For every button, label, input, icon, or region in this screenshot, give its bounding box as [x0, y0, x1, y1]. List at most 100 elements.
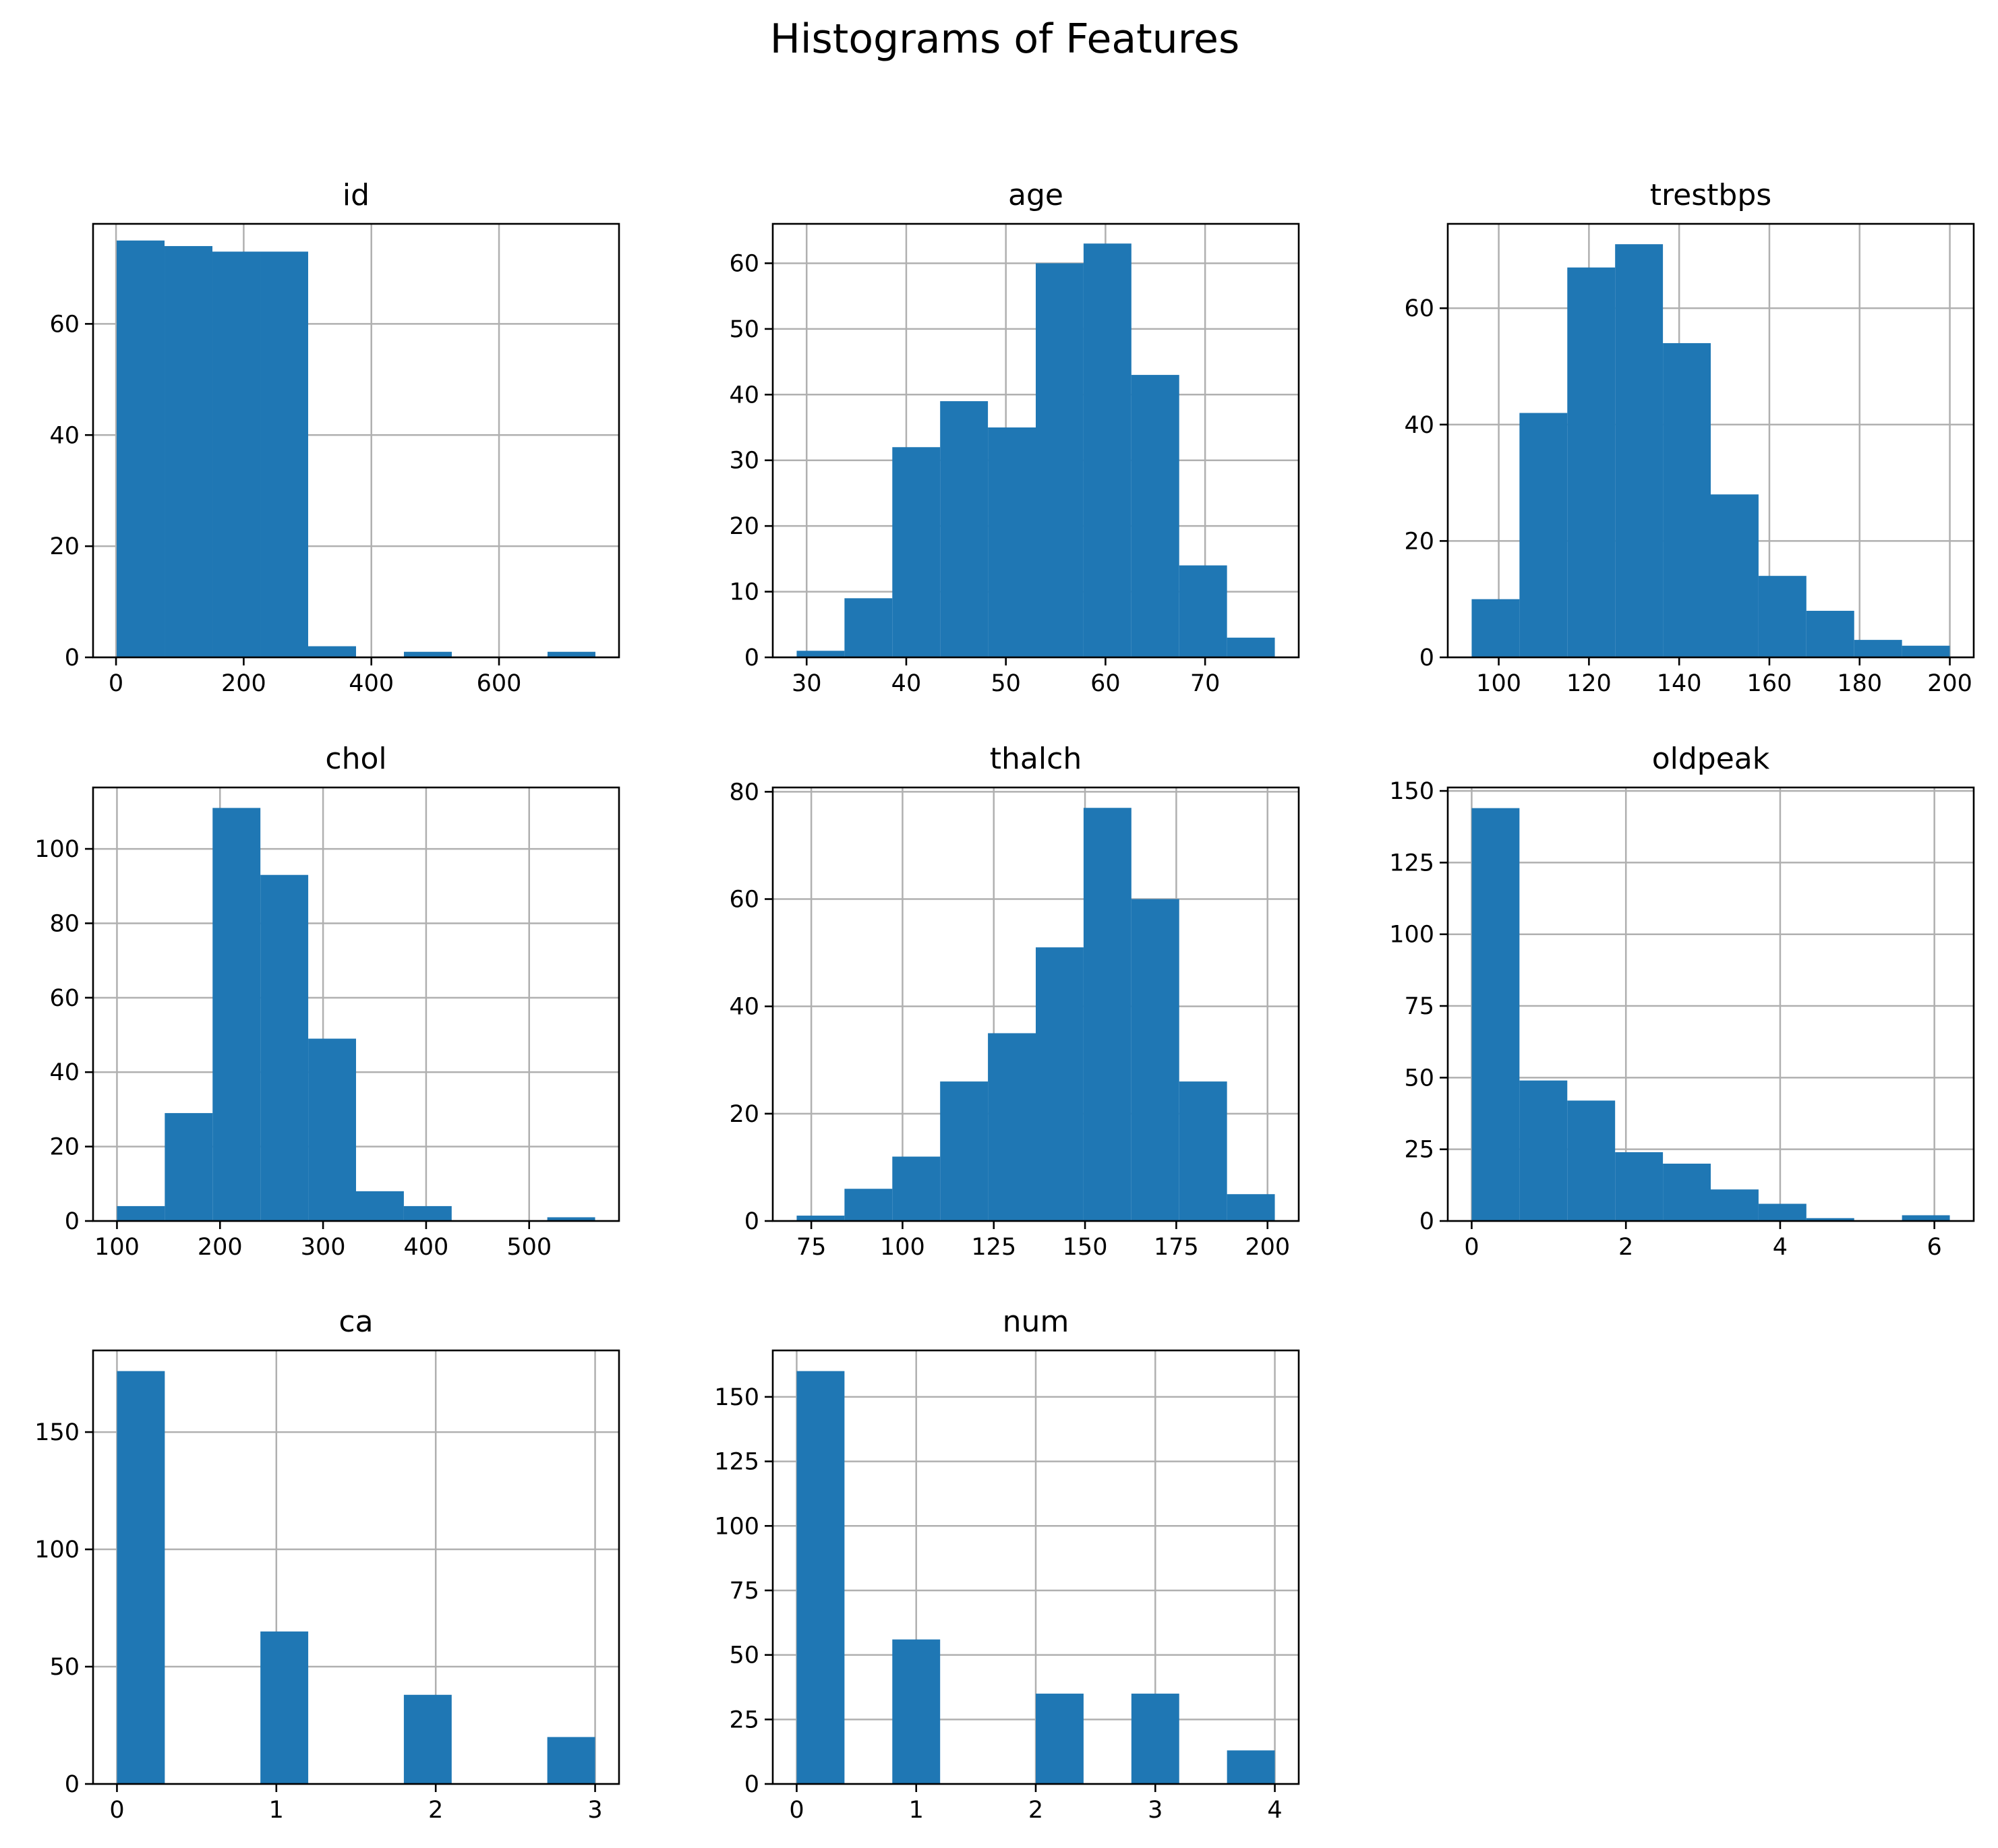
histogram-bar: [260, 1631, 309, 1784]
y-tick-label: 10: [729, 579, 759, 606]
histogram-bar: [844, 598, 893, 657]
x-tick-label: 100: [1476, 670, 1521, 697]
histogram-bar: [892, 447, 941, 657]
histogram-bar: [1083, 808, 1132, 1221]
x-tick-label: 300: [301, 1234, 346, 1261]
y-tick-label: 150: [714, 1384, 759, 1411]
y-tick-label: 60: [729, 250, 759, 277]
histogram-bar: [260, 874, 309, 1221]
x-tick-label: 2: [1618, 1234, 1633, 1261]
histogram-bar: [988, 427, 1036, 657]
histogram-bar: [940, 1081, 989, 1221]
y-tick-label: 0: [1419, 645, 1434, 672]
y-tick-label: 25: [1404, 1137, 1434, 1164]
x-tick-label: 70: [1190, 670, 1221, 697]
x-tick-label: 2: [428, 1797, 443, 1824]
histogram-bar: [1471, 808, 1520, 1221]
histogram-bar: [260, 251, 309, 657]
y-tick-label: 40: [729, 994, 759, 1021]
x-tick-label: 3: [587, 1797, 602, 1824]
histogram-bar: [1131, 899, 1179, 1221]
y-tick-label: 75: [729, 1578, 759, 1605]
histogram-bar: [796, 1216, 845, 1221]
x-tick-label: 40: [891, 670, 922, 697]
histogram-bar: [1036, 947, 1084, 1221]
x-tick-label: 120: [1566, 670, 1612, 697]
histogram-bar: [1083, 243, 1132, 657]
subplot-title: thalch: [990, 742, 1082, 776]
y-tick-label: 40: [1404, 412, 1434, 439]
x-tick-label: 100: [94, 1234, 140, 1261]
y-tick-label: 60: [49, 311, 80, 338]
histogram-bar: [988, 1033, 1036, 1221]
subplot-title: oldpeak: [1652, 742, 1770, 776]
histogram-bar: [1036, 263, 1084, 657]
x-tick-label: 200: [221, 670, 266, 697]
panel-trestbps: 100 120 140 160 180 200 0 20 40 60 trestbps: [1404, 178, 1975, 697]
histogram-bar: [1179, 565, 1227, 657]
x-tick-label: 3: [1148, 1797, 1163, 1824]
panel-age: 30 40 50 60 70 0 10 20 30 40 50 60 age: [729, 178, 1300, 697]
histogram-bar: [1227, 1750, 1275, 1784]
y-tick-label: 30: [729, 448, 759, 475]
y-tick-label: 100: [34, 1537, 80, 1563]
x-tick-label: 400: [404, 1234, 449, 1261]
x-tick-label: 4: [1267, 1797, 1282, 1824]
subplot-title: trestbps: [1650, 178, 1771, 212]
y-tick-label: 100: [34, 836, 80, 863]
y-tick-label: 0: [65, 1771, 80, 1798]
subplot-title: ca: [339, 1305, 373, 1339]
x-tick-label: 6: [1927, 1234, 1942, 1261]
y-tick-label: 100: [1389, 922, 1434, 949]
histogram-bar: [1806, 610, 1854, 657]
histogram-bar: [165, 245, 213, 657]
panel-num: 0 1 2 3 4 0 25 50 75 100 125 150 num: [714, 1305, 1300, 1824]
y-tick-label: 20: [729, 513, 759, 540]
histogram-bar: [1806, 1218, 1854, 1221]
histogram-bar: [212, 808, 261, 1221]
histogram-bar: [1615, 244, 1664, 657]
histogram-bar: [1131, 1694, 1179, 1784]
y-tick-label: 0: [65, 645, 80, 672]
panel-chol: 100 200 300 400 500 0 20 40 60 80 100 chol: [34, 742, 620, 1261]
x-tick-label: 0: [109, 670, 123, 697]
histogram-bar: [1519, 1080, 1568, 1221]
histogram-bar: [1567, 267, 1616, 657]
x-tick-label: 30: [792, 670, 822, 697]
x-tick-label: 0: [789, 1797, 804, 1824]
x-tick-label: 60: [1090, 670, 1121, 697]
histogram-bar: [1711, 494, 1759, 657]
histogram-bar: [212, 251, 261, 657]
x-tick-label: 200: [1927, 670, 1972, 697]
histogram-bar: [796, 1371, 845, 1784]
histogram-bar: [1227, 637, 1275, 657]
y-tick-label: 0: [1419, 1208, 1434, 1235]
panel-ca: 0 1 2 3 0 50 100 150 ca: [34, 1305, 620, 1824]
panel-thalch: 75 100 125 150 175 200 0 20 40 60 80 thalch: [729, 742, 1300, 1261]
axes-frame: [771, 786, 1300, 1222]
y-tick-label: 60: [49, 985, 80, 1012]
histogram-bar: [356, 1191, 404, 1221]
subplot-title: num: [1003, 1305, 1069, 1339]
y-tick-label: 125: [1389, 850, 1434, 876]
y-tick-label: 100: [714, 1513, 759, 1540]
subplot-title: id: [343, 178, 370, 212]
y-tick-label: 50: [1404, 1065, 1434, 1092]
y-tick-label: 125: [714, 1449, 759, 1476]
figure-title: Histograms of Features: [770, 16, 1239, 63]
x-tick-label: 500: [506, 1234, 552, 1261]
x-tick-label: 175: [1154, 1234, 1199, 1261]
x-tick-label: 200: [1245, 1234, 1290, 1261]
histogram-bar: [892, 1639, 941, 1784]
histogram-bar: [796, 651, 845, 657]
x-tick-label: 4: [1773, 1234, 1788, 1261]
histogram-bar: [1227, 1194, 1275, 1221]
panel-id: 0 200 400 600 0 20 40 60 id: [49, 178, 620, 697]
histogram-bar: [547, 651, 595, 657]
histogram-bar: [1663, 342, 1711, 657]
x-tick-label: 160: [1747, 670, 1792, 697]
x-tick-label: 0: [1464, 1234, 1479, 1261]
subplot-title: age: [1008, 178, 1063, 212]
y-tick-label: 0: [744, 645, 759, 672]
